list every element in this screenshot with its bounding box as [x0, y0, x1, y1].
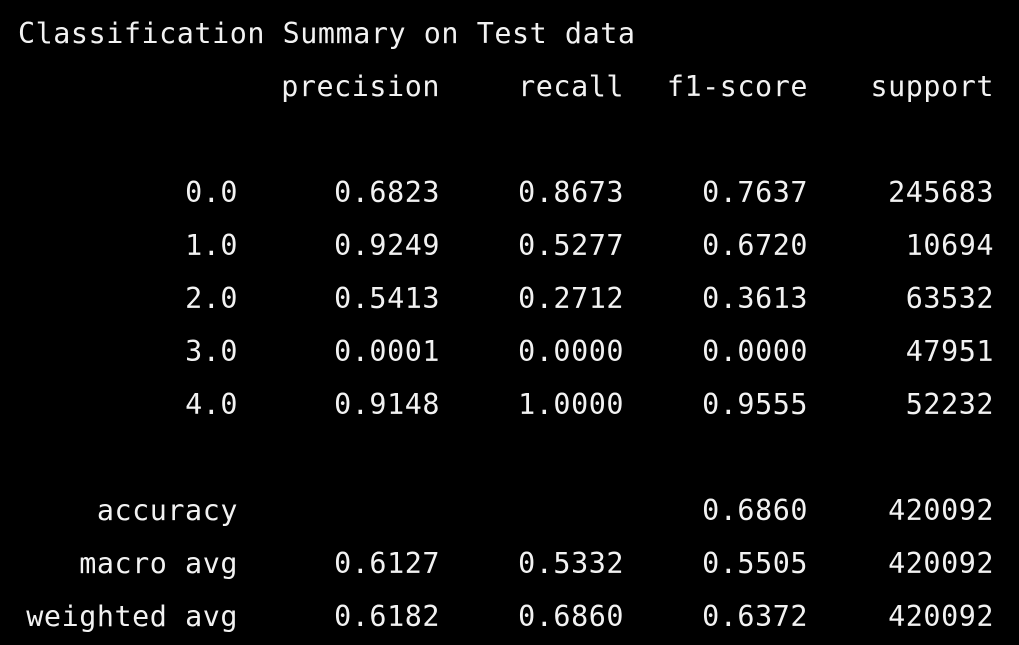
recall-value: 0.5332	[518, 547, 624, 580]
precision-value: 0.6127	[334, 547, 440, 580]
spacer-line	[18, 113, 1008, 166]
support-value: 10694	[905, 229, 994, 262]
row-label: accuracy	[96, 494, 238, 527]
table-row: 4.0 0.9148 1.0000 0.9555 52232	[18, 378, 1008, 431]
recall-value: 0.2712	[518, 282, 624, 315]
header-precision: precision	[281, 70, 440, 103]
recall-value: 1.0000	[518, 388, 624, 421]
f1-score-value: 0.0000	[702, 335, 808, 368]
header-f1-score: f1-score	[666, 70, 808, 103]
table-row: 0.0 0.6823 0.8673 0.7637 245683	[18, 166, 1008, 219]
row-label: macro avg	[79, 547, 238, 580]
recall-value: 0.5277	[518, 229, 624, 262]
header-support: support	[870, 70, 994, 103]
precision-value: 0.6823	[334, 176, 440, 209]
row-label: 2.0	[185, 282, 238, 315]
recall-value: 0.8673	[518, 176, 624, 209]
table-row: 2.0 0.5413 0.2712 0.3613 63532	[18, 272, 1008, 325]
precision-value: 0.9148	[334, 388, 440, 421]
spacer-line	[18, 431, 1008, 484]
f1-score-value: 0.6720	[702, 229, 808, 262]
row-label: 4.0	[185, 388, 238, 421]
f1-score-value: 0.3613	[702, 282, 808, 315]
report-title: Classification Summary on Test data	[18, 17, 636, 50]
table-row: 1.0 0.9249 0.5277 0.6720 10694	[18, 219, 1008, 272]
header-recall: recall	[518, 70, 624, 103]
f1-score-value: 0.9555	[702, 388, 808, 421]
support-value: 245683	[888, 176, 994, 209]
precision-value: 0.0001	[334, 335, 440, 368]
row-label: 0.0	[185, 176, 238, 209]
precision-value: 0.5413	[334, 282, 440, 315]
support-value: 47951	[905, 335, 994, 368]
support-value: 420092	[888, 547, 994, 580]
support-value: 63532	[905, 282, 994, 315]
precision-value: 0.6182	[334, 600, 440, 633]
console-output: Classification Summary on Test data prec…	[18, 7, 1008, 643]
f1-score-value: 0.6860	[702, 494, 808, 527]
recall-value: 0.0000	[518, 335, 624, 368]
row-label: 1.0	[185, 229, 238, 262]
macro-avg-row: macro avg 0.6127 0.5332 0.5505 420092	[18, 537, 1008, 590]
precision-value: 0.9249	[334, 229, 440, 262]
table-row: 3.0 0.0001 0.0000 0.0000 47951	[18, 325, 1008, 378]
f1-score-value: 0.7637	[702, 176, 808, 209]
support-value: 420092	[888, 600, 994, 633]
support-value: 52232	[905, 388, 994, 421]
header-row: precision recall f1-score support	[18, 60, 1008, 113]
recall-value: 0.6860	[518, 600, 624, 633]
weighted-avg-row: weighted avg 0.6182 0.6860 0.6372 420092	[18, 590, 1008, 643]
f1-score-value: 0.6372	[702, 600, 808, 633]
row-label: weighted avg	[26, 600, 238, 633]
support-value: 420092	[888, 494, 994, 527]
row-label: 3.0	[185, 335, 238, 368]
accuracy-row: accuracy 0.6860 420092	[18, 484, 1008, 537]
f1-score-value: 0.5505	[702, 547, 808, 580]
